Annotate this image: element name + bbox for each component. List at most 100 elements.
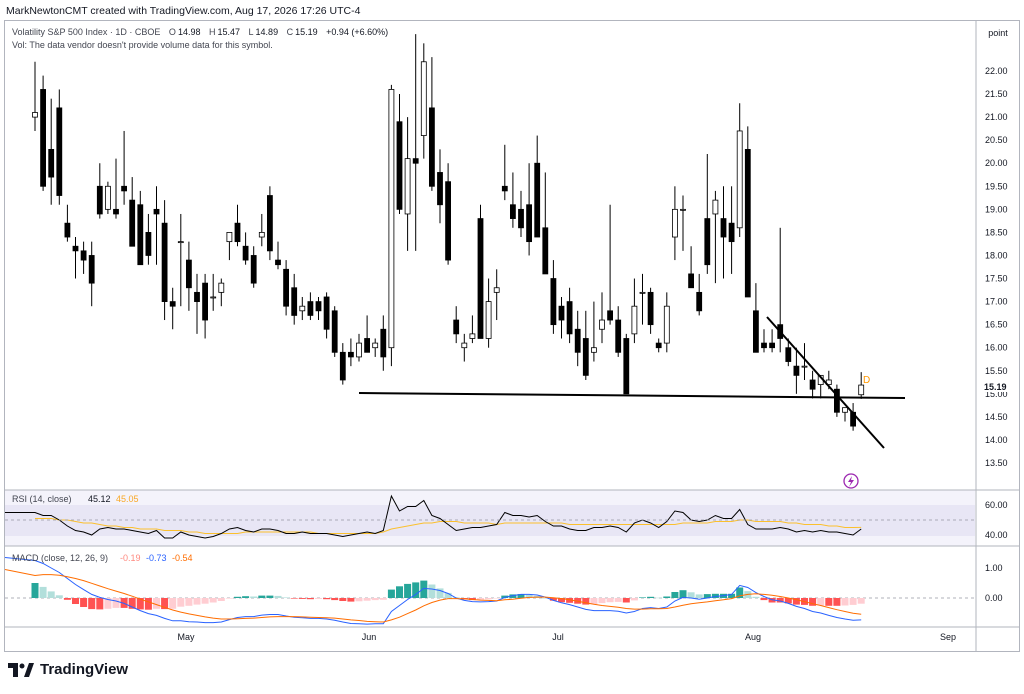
candle-body: [485, 301, 492, 339]
macd-hist-bar: [234, 596, 241, 598]
candle-body: [858, 384, 865, 396]
candle: [712, 190, 719, 284]
rsi-axis: 40.00 60.00: [985, 500, 1008, 540]
rsi-tick-label: 40.00: [985, 530, 1008, 540]
candle-body: [80, 250, 87, 261]
candle-body: [801, 365, 808, 368]
candle-body: [331, 310, 338, 353]
symbol-label[interactable]: Volatility S&P 500 Index · 1D · CBOE: [12, 27, 161, 37]
candle-body: [582, 338, 589, 376]
candle-body: [761, 342, 767, 349]
lightning-icon[interactable]: [843, 473, 859, 489]
candle: [88, 241, 95, 307]
macd-hist-bar: [306, 598, 314, 600]
macd-line: [4, 557, 862, 625]
candle: [834, 384, 840, 417]
price-scale-mode-button[interactable]: point: [981, 26, 1015, 40]
macd-hist-bar: [347, 598, 355, 602]
candle: [574, 310, 581, 367]
time-axis[interactable]: May Jun Jul Aug Sep: [177, 632, 956, 642]
macd-hist-bar: [250, 596, 258, 598]
candle-body: [753, 310, 759, 353]
high-value: 15.47: [217, 27, 241, 37]
candle: [315, 296, 322, 321]
macd-hist-bar: [387, 589, 395, 598]
brand-name: TradingView: [40, 661, 129, 678]
candle-body: [672, 208, 678, 238]
macd-hist-bar: [396, 586, 403, 598]
candle-body: [623, 338, 630, 395]
candle: [72, 237, 79, 279]
macd-hist-bar: [525, 595, 533, 598]
macd-tick-label: 1.00: [985, 563, 1003, 573]
change-value: +0.94 (+6.60%): [326, 27, 389, 37]
candle: [688, 246, 694, 289]
macd-hist-bar: [31, 583, 39, 598]
candle-body: [566, 301, 573, 335]
price-tick-label: 17.00: [985, 297, 1008, 307]
macd-legend-label: MACD (close, 12, 26, 9): [12, 553, 108, 563]
macd-hist-bar: [647, 596, 655, 598]
candle: [591, 301, 597, 362]
candle: [250, 246, 257, 288]
macd-hist-bar: [792, 598, 800, 605]
candle: [80, 241, 87, 274]
macd-hist-bar: [566, 598, 574, 603]
candle: [793, 347, 800, 394]
price-legend: Volatility S&P 500 Index · 1D · CBOE O 14…: [12, 27, 389, 37]
macd-hist-bar: [96, 598, 104, 610]
candle-body: [64, 222, 71, 238]
candle-body: [56, 107, 63, 196]
candle-body: [493, 287, 500, 293]
candle-body: [655, 342, 662, 349]
macd-hist-bar: [363, 598, 371, 601]
candle: [696, 273, 703, 316]
macd-hist-bar: [420, 580, 428, 598]
time-tick-label: May: [177, 632, 195, 642]
candle: [177, 213, 184, 307]
candle: [599, 292, 605, 344]
macd-hist-bar: [687, 592, 695, 598]
candle-body: [428, 107, 435, 187]
candle: [704, 154, 711, 274]
price-tick-label: 18.00: [985, 250, 1008, 260]
tradingview-brand[interactable]: TradingView: [8, 661, 128, 678]
candle-body: [356, 342, 362, 358]
price-axis[interactable]: 13.50 14.00 14.50 15.00 15.50 16.00 16.50 17.00…: [985, 66, 1008, 468]
macd-hist-bar: [371, 598, 379, 601]
macd-hist-bar: [655, 597, 663, 599]
price-tick-label: 19.50: [985, 181, 1008, 191]
candle-body: [696, 291, 703, 312]
rsi-tick-label: 60.00: [985, 500, 1008, 510]
macd-hist-bar: [298, 598, 306, 599]
macd-hist-bar: [493, 598, 501, 599]
time-tick-label: Sep: [940, 632, 956, 642]
candle-body: [712, 199, 719, 215]
dividend-marker[interactable]: D: [863, 375, 870, 386]
macd-hist-bar: [47, 591, 55, 598]
candle: [469, 315, 476, 344]
macd-hist-bar: [266, 595, 274, 598]
macd-hist-bar: [485, 598, 493, 600]
candle: [153, 186, 160, 265]
candle-body: [834, 388, 840, 413]
macd-hist-bar: [598, 598, 606, 604]
candle: [437, 149, 443, 224]
candle: [161, 200, 168, 321]
macd-hist-bar: [614, 598, 622, 602]
candle: [185, 241, 192, 311]
candle: [226, 232, 233, 261]
macd-hist-bar: [217, 598, 225, 601]
candle: [680, 195, 686, 251]
candle: [202, 273, 209, 339]
candle-body: [380, 328, 387, 358]
candle: [105, 181, 111, 214]
support-line-drawing[interactable]: [358, 392, 906, 399]
candle: [672, 186, 678, 261]
candle: [744, 126, 751, 298]
downtrend-line-drawing[interactable]: [766, 316, 885, 449]
candle: [655, 338, 662, 353]
macd-hist-bar: [703, 594, 711, 598]
candle-body: [526, 204, 532, 243]
